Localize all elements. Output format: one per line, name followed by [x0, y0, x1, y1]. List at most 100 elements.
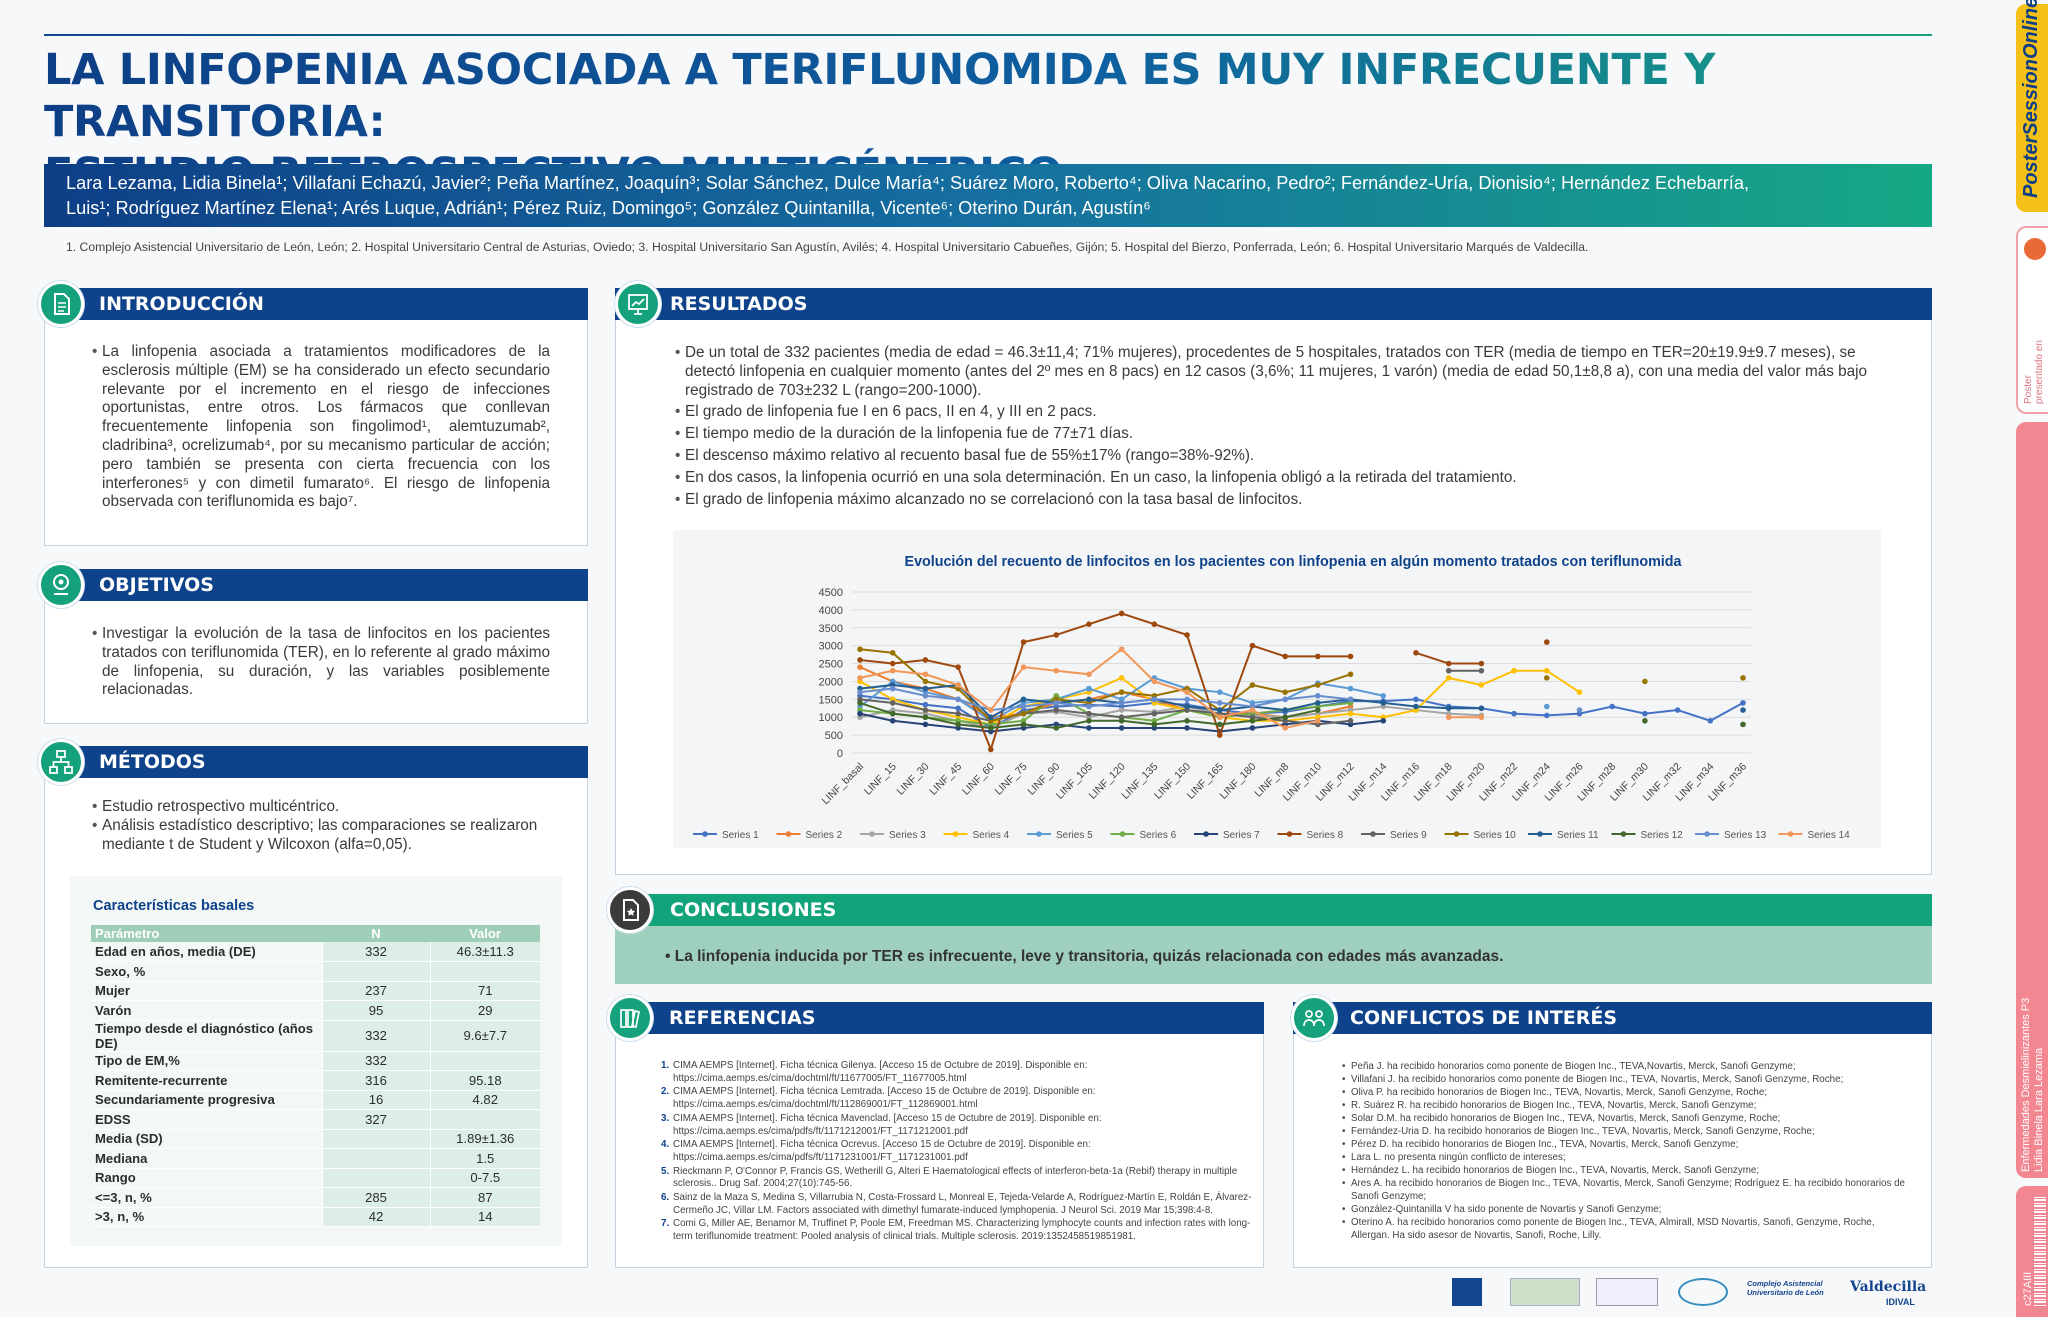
table-cell: <=3, n, %	[91, 1187, 322, 1208]
table-row: Rango 0-7.5	[91, 1168, 540, 1188]
data-point	[1118, 700, 1125, 706]
data-point	[1086, 710, 1092, 717]
data-point	[1707, 718, 1714, 724]
y-tick-label: 1000	[819, 712, 843, 724]
data-point	[1642, 678, 1648, 685]
data-point	[1086, 725, 1092, 731]
data-point	[1282, 714, 1288, 721]
hospital-logo	[1596, 1278, 1658, 1306]
table-cell: 316	[321, 1070, 430, 1091]
data-point	[1118, 610, 1125, 617]
table-cell: Tiempo desde el diagnóstico (años DE)	[91, 1020, 322, 1052]
conflict-item: R. Suárez R. ha recibido honorarios de B…	[1342, 1099, 1912, 1112]
conflictos-heading: CONFLICTOS DE INTERÉS	[1293, 1002, 1932, 1034]
data-point	[1413, 696, 1419, 703]
table-cell: EDSS	[91, 1109, 322, 1130]
table-cell: 4.82	[429, 1090, 540, 1110]
valdecilla-logo: Valdecilla	[1850, 1279, 1927, 1295]
data-point	[1118, 725, 1125, 731]
reference-number: 3.	[661, 1112, 670, 1124]
resultados-list: De un total de 332 pacientes (media de e…	[675, 344, 1875, 512]
data-point	[1478, 667, 1485, 674]
table-row: Secundariamente progresiva 16 4.82	[91, 1090, 540, 1110]
conflict-item: Pérez D. ha recibido honorarios de Bioge…	[1342, 1138, 1912, 1151]
resultados-heading: RESULTADOS	[615, 288, 1932, 320]
legend-marker	[1704, 831, 1710, 837]
table-cell: 29	[429, 1000, 540, 1021]
data-point	[1740, 721, 1746, 728]
y-tick-label: 2500	[819, 659, 843, 671]
data-point	[1478, 705, 1485, 712]
data-point	[1740, 707, 1746, 713]
data-point	[1053, 632, 1060, 638]
data-point	[1184, 632, 1190, 638]
data-point	[955, 664, 961, 670]
conflict-item: Peña J. ha recibido honorarios como pone…	[1342, 1060, 1912, 1073]
data-point	[1478, 682, 1485, 688]
data-point	[1216, 714, 1223, 721]
y-tick-label: 2000	[819, 676, 843, 688]
legend-label: Series 4	[973, 830, 1010, 841]
x-tick-label: LINF_15	[862, 761, 899, 798]
data-point	[857, 710, 863, 717]
data-point	[1216, 721, 1223, 728]
data-point	[1086, 621, 1092, 627]
data-point	[988, 746, 994, 753]
table-row: >3, n, % 42 14	[91, 1207, 540, 1227]
data-point	[988, 707, 994, 713]
data-point	[1740, 700, 1746, 706]
metodos-list: Estudio retrospectivo multicéntrico. Aná…	[92, 798, 562, 854]
table-cell: 0-7.5	[429, 1168, 540, 1188]
reference-number: 2.	[661, 1086, 670, 1098]
table-cell: Media (SD)	[91, 1129, 322, 1149]
data-point	[1543, 667, 1550, 674]
data-point	[1576, 707, 1583, 713]
x-tick-label: LINF_75	[993, 761, 1030, 798]
data-point	[1347, 671, 1354, 678]
objetivos-heading: OBJETIVOS	[44, 569, 588, 601]
congress-card: Poster presentado en	[2016, 226, 2048, 414]
metodos-item: Estudio retrospectivo multicéntrico.	[92, 798, 562, 817]
legend-label: Series 3	[889, 830, 926, 841]
data-point	[1249, 642, 1256, 649]
intro-list: La linfopenia asociada a tratamientos mo…	[92, 343, 550, 512]
idival-logo: IDIVAL	[1886, 1297, 1915, 1307]
table-cell: 16	[321, 1090, 430, 1110]
target-pin-icon	[38, 562, 84, 608]
legend-marker	[1286, 831, 1293, 837]
poster-session-logo: PosterSessionOnline	[2016, 0, 2048, 212]
table-cell: 71	[429, 981, 540, 1001]
data-point	[1609, 703, 1615, 710]
resultados-item: El grado de linfopenia máximo alcanzado …	[675, 491, 1875, 510]
y-tick-label: 0	[837, 748, 843, 760]
data-point	[1315, 700, 1321, 706]
y-tick-label: 1500	[819, 694, 843, 706]
table-cell: Tipo de EM,%	[91, 1051, 322, 1071]
data-point	[1478, 660, 1485, 667]
data-point	[1347, 696, 1354, 703]
resultados-item: El descenso máximo relativo al recuento …	[675, 447, 1875, 466]
table-cell: 46.3±11.3	[429, 942, 540, 962]
conflict-item: Villafani J. ha recibido honorarios como…	[1342, 1073, 1912, 1086]
data-point	[1184, 689, 1190, 695]
data-point	[1413, 703, 1419, 710]
chart-board-icon	[615, 281, 661, 327]
data-point	[1445, 675, 1452, 681]
data-point	[1511, 667, 1517, 674]
table-cell: 237	[321, 981, 430, 1001]
data-point	[955, 705, 961, 712]
baseline-table-body: Edad en años, media (DE) 332 46.3±11.3 Sexo…	[91, 942, 540, 1227]
presenter-name: Lidia Binela Lara Lezama	[2033, 1047, 2045, 1172]
y-tick-label: 3500	[819, 623, 843, 635]
conflict-item: Oterino A. ha recibido honorarios como p…	[1342, 1216, 1912, 1242]
legend-marker	[1203, 831, 1209, 837]
data-point	[988, 714, 994, 721]
data-point	[889, 700, 896, 706]
table-row: Tipo de EM,% 332	[91, 1051, 540, 1071]
table-cell: Mediana	[91, 1148, 322, 1169]
data-point	[1642, 710, 1648, 717]
resultados-item: El grado de linfopenia fue I en 6 pacs, …	[675, 403, 1875, 422]
data-point	[1249, 718, 1256, 724]
y-tick-label: 4000	[819, 605, 843, 617]
